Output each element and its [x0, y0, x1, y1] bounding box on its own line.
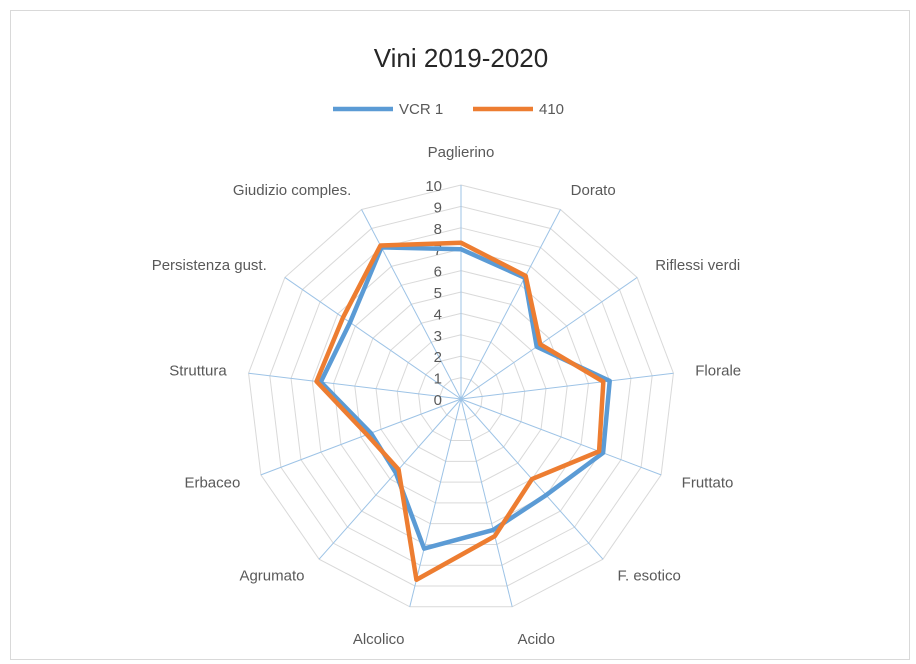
grid-ring-6 [333, 270, 589, 525]
category-label: Dorato [571, 182, 616, 199]
series-line-1 [314, 240, 606, 583]
category-label: Florale [695, 363, 741, 380]
spoke-7 [409, 398, 462, 607]
category-label: Persistenza gust. [152, 257, 267, 274]
spoke-9 [260, 398, 462, 476]
spoke-10 [248, 372, 462, 400]
grid-ring-4 [375, 312, 547, 483]
tick-label: 3 [434, 328, 442, 345]
tick-label: 0 [434, 392, 442, 409]
tick-label: 6 [434, 264, 442, 281]
category-labels: Paglierino Dorato Riflessi verdi Florale Fru… [152, 144, 741, 648]
category-label: Agrumato [239, 568, 304, 585]
grid-ring-5 [354, 291, 568, 504]
grid-ring-9 [269, 205, 653, 587]
tick-label: 2 [434, 349, 442, 366]
category-label: F. esotico [617, 568, 680, 585]
category-label: Erbaceo [184, 475, 240, 492]
legend-label-0: VCR 1 [399, 101, 443, 118]
grid-ring-8 [290, 227, 632, 566]
legend-label-1: 410 [539, 101, 564, 118]
chart-title: Vini 2019-2020 [374, 43, 548, 73]
tick-label: 10 [425, 178, 442, 195]
grid-ring-7 [311, 248, 611, 545]
tick-label: 8 [434, 221, 442, 238]
spoke-8 [318, 398, 462, 560]
spoke-1 [460, 209, 561, 400]
grid-ring-10 [248, 184, 674, 608]
tick-label: 5 [434, 285, 442, 302]
spoke-11 [284, 277, 462, 400]
category-label: Alcolico [353, 631, 405, 648]
category-label: Struttura [169, 363, 227, 380]
category-label: Fruttato [682, 475, 734, 492]
category-label: Acido [517, 631, 555, 648]
tick-label: 4 [434, 306, 442, 323]
grid-ring-1 [439, 377, 483, 421]
tick-label: 9 [434, 199, 442, 216]
category-label: Riflessi verdi [655, 257, 740, 274]
spoke-4 [460, 398, 662, 476]
category-label: Paglierino [428, 144, 495, 161]
chart-area: Vini 2019-2020 VCR 1 410 0 1 2 3 4 5 6 7 8 9 10 Pag… [10, 10, 910, 660]
grid-ring-3 [396, 334, 526, 462]
spoke-3 [460, 372, 674, 400]
spoke-12 [361, 209, 462, 400]
series-group [314, 240, 612, 583]
legend: VCR 1 410 [333, 101, 564, 118]
spoke-2 [460, 277, 638, 400]
spoke-6 [460, 398, 513, 607]
category-label: Giudizio comples. [233, 182, 351, 199]
series-line-0 [318, 245, 612, 551]
grid-ring-2 [418, 355, 504, 442]
tick-label: 1 [434, 371, 442, 388]
